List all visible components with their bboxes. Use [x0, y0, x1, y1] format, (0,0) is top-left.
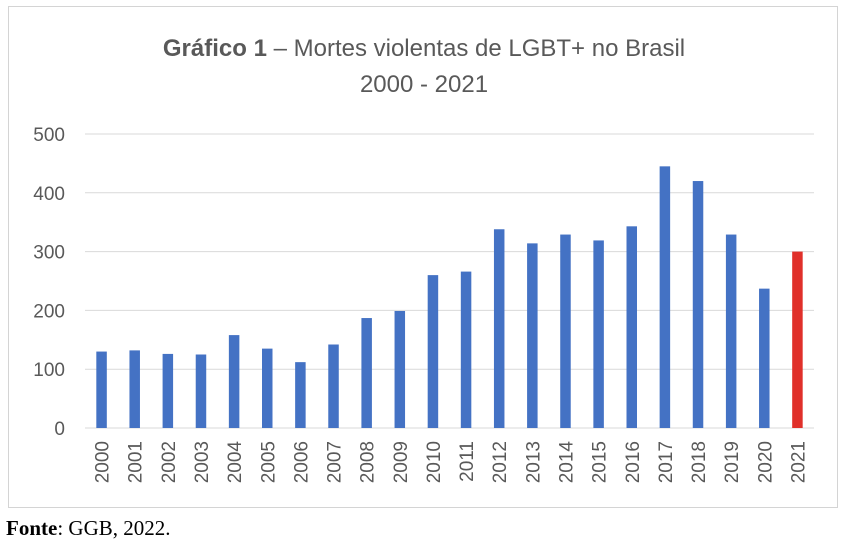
x-tick-label: 2018	[689, 441, 710, 483]
bar-2008	[361, 318, 372, 428]
y-tick-label: 300	[33, 243, 65, 264]
bar-2015	[593, 240, 604, 428]
chart-title: Gráfico 1 – Mortes violentas de LGBT+ no…	[163, 35, 685, 62]
x-tick-label: 2016	[623, 441, 644, 483]
x-tick-label: 2007	[325, 441, 346, 483]
bar-2020	[759, 288, 770, 428]
gridlines	[85, 133, 814, 429]
chart-title-bold: Gráfico 1	[163, 35, 267, 62]
x-tick-label: 2017	[656, 441, 677, 483]
y-axis-ticks: 0 100 200 300 400 500	[33, 125, 65, 440]
bar-2012	[493, 229, 505, 428]
x-tick-label: 2006	[291, 441, 312, 483]
chart-subtitle: 2000 - 2021	[360, 71, 488, 98]
bar-chart: Gráfico 1 – Mortes violentas de LGBT+ no…	[33, 35, 814, 484]
bar-2011	[460, 271, 472, 428]
bar-2014	[560, 234, 571, 428]
chart-title-rest: – Mortes violentas de LGBT+ no Brasil	[267, 35, 685, 62]
x-tick-label: 2019	[722, 441, 743, 483]
bar-2013	[527, 243, 538, 428]
x-tick-label: 2002	[159, 441, 180, 483]
x-tick-label: 2000	[93, 441, 114, 483]
bar-2019	[725, 234, 737, 428]
x-tick-label: 2015	[590, 441, 611, 483]
x-tick-label: 2013	[523, 441, 544, 483]
bar-2004	[228, 335, 240, 428]
x-tick-label: 2021	[788, 441, 809, 483]
x-tick-label: 2012	[490, 441, 511, 483]
x-tick-label: 2004	[225, 441, 246, 484]
source-note: Fonte: GGB, 2022.	[6, 516, 171, 541]
bar-2003	[195, 354, 207, 428]
x-tick-label: 2003	[192, 441, 213, 483]
bar-2010	[427, 275, 439, 428]
bar-2000	[96, 351, 107, 428]
x-tick-label: 2009	[391, 441, 412, 483]
bar-2006	[295, 362, 306, 428]
source-label: Fonte	[6, 516, 58, 540]
source-text: : GGB, 2022.	[57, 516, 171, 540]
bar-2018	[692, 181, 704, 428]
bar-2016	[626, 226, 637, 428]
x-tick-label: 2001	[126, 441, 147, 483]
x-tick-label: 2020	[755, 441, 776, 483]
bar-2002	[162, 353, 174, 428]
x-tick-label: 2005	[258, 441, 279, 483]
y-tick-label: 200	[33, 301, 65, 322]
bars	[96, 166, 803, 428]
x-tick-label: 2010	[424, 441, 445, 483]
y-tick-label: 500	[33, 125, 65, 146]
y-tick-label: 100	[33, 360, 65, 381]
chart-frame: Gráfico 1 – Mortes violentas de LGBT+ no…	[8, 6, 838, 508]
y-tick-label: 0	[54, 419, 65, 440]
x-tick-label: 2011	[457, 441, 478, 482]
bar-2005	[262, 348, 273, 428]
x-tick-label: 2014	[556, 441, 577, 484]
y-tick-label: 400	[33, 184, 65, 205]
bar-2009	[394, 310, 406, 428]
bar-2021	[792, 251, 803, 428]
bar-2017	[659, 166, 671, 428]
bar-2007	[328, 344, 339, 428]
x-axis-ticks: 2000 2001 2002 2003 2004 2005 2006 2007 2008 2009…	[93, 441, 810, 484]
x-tick-label: 2008	[358, 441, 379, 483]
bar-2001	[129, 350, 140, 428]
